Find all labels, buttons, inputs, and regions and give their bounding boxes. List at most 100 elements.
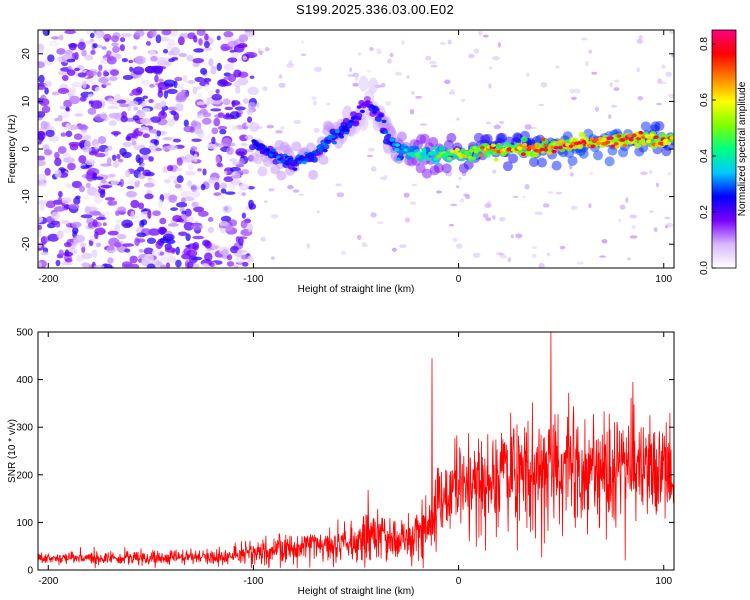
noise-blob [129,92,135,97]
noise-blob [42,30,50,37]
background-speckle [349,67,353,73]
noise-blob [44,80,53,88]
noise-blob [177,36,185,46]
noise-blob [186,216,194,223]
snr-y-ticks: 0 100 200 300 400 500 [16,328,674,577]
noise-blob [108,120,117,126]
background-speckle [410,90,415,96]
noise-blob [54,223,61,228]
noise-blob [125,190,137,198]
ridge-blob [591,139,597,144]
ridge-blob [376,118,382,122]
noise-blob [90,49,96,55]
noise-blob [146,263,156,268]
noise-blob [143,247,154,255]
noise-blob [111,98,118,106]
background-speckle [636,67,641,73]
noise-blob [104,148,109,157]
background-speckle [538,262,545,268]
noise-blob [185,244,191,248]
noise-blob [112,45,120,53]
noise-blob [147,210,152,220]
noise-blob [92,219,98,228]
noise-blob [140,219,148,226]
ridge-blob [616,134,622,138]
noise-blob [178,52,187,58]
noise-blob [84,140,92,149]
ridge-blob [526,147,532,152]
background-speckle [570,205,578,210]
y-tick-label: -10 [21,189,32,204]
ridge-blob [309,153,315,157]
background-speckle [335,183,343,187]
noise-blob [49,40,59,47]
noise-blob [142,169,152,177]
ridge-blob [649,133,655,137]
background-speckle [625,197,629,204]
noise-blob [206,133,211,141]
background-speckle [352,82,359,87]
noise-blob [163,179,171,184]
noise-blob [97,44,103,49]
ridge-blob [288,158,294,163]
ridge-blob [496,149,502,154]
background-speckle [618,218,622,223]
background-speckle [461,99,466,102]
noise-blob [155,147,163,152]
noise-blob [83,196,89,200]
noise-blob [93,195,103,204]
noise-blob [247,52,258,58]
noise-blob [78,155,87,164]
noise-blob [131,140,137,146]
noise-blob [38,224,43,230]
noise-blob [136,232,147,238]
background-speckle [376,51,382,54]
ridge-blob [590,144,596,149]
background-speckle [461,172,467,177]
background-speckle [448,91,456,95]
ridge-blob [620,138,626,142]
background-speckle [458,176,462,181]
noise-blob [223,31,234,38]
noise-blob [221,170,228,175]
noise-blob [38,173,47,181]
noise-blob [54,117,59,122]
noise-blob [168,30,179,37]
ridge-blob [653,135,659,140]
noise-blob [162,48,169,54]
noise-blob [38,200,48,206]
noise-blob [109,173,116,178]
noise-blob [96,71,102,78]
noise-blob [77,124,89,131]
noise-blob [54,169,62,179]
noise-blob [148,156,154,162]
noise-blob [59,105,67,110]
background-speckle [326,102,330,106]
noise-blob [101,211,113,216]
background-speckle [404,217,411,223]
noise-blob [160,36,170,42]
noise-blob [80,214,93,219]
noise-blob [183,92,189,98]
ridge-blob [424,154,430,159]
noise-blob [77,41,86,51]
colorbar-ticks: 0.0 0.2 0.4 0.6 0.8 [699,37,716,275]
background-speckle [573,88,581,94]
background-speckle [614,79,620,83]
noise-blob [229,219,238,227]
noise-blob [176,175,184,184]
noise-blob [197,168,202,172]
ridge-blob [249,122,260,133]
noise-blob [61,74,69,81]
background-speckle [450,203,458,207]
background-speckle [268,188,275,192]
ridge-blob [576,143,584,150]
noise-blob [39,203,45,211]
noise-blob [38,133,44,143]
ridge-blob [638,130,644,135]
noise-blob [85,40,93,45]
background-speckle [488,83,492,89]
noise-blob [121,151,132,159]
ridge-blob [578,131,586,138]
noise-blob [187,79,195,84]
